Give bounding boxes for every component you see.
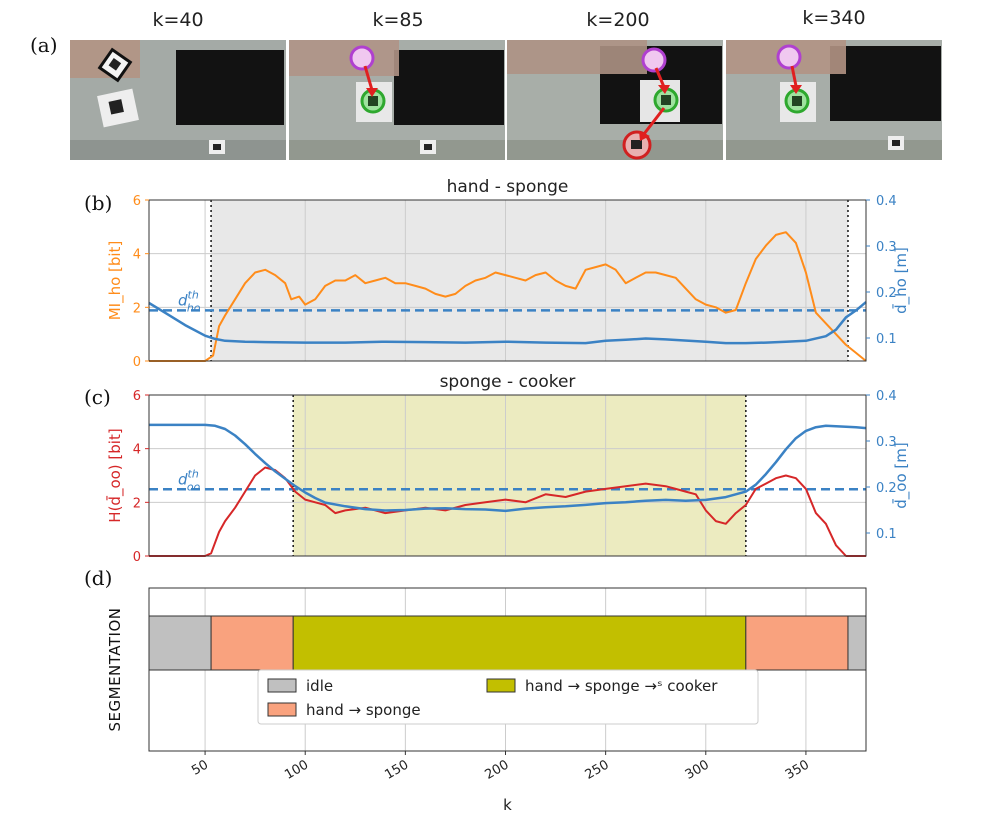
x-tick-label: 200 [482, 757, 511, 782]
sponge-cooker-chart: dth oo 0 2 4 6 0.1 0.2 0.3 0.4 sponge - cooker H(d̄… [105, 372, 911, 565]
legend-label-idle: idle [306, 677, 333, 695]
left-axis-series-line [149, 231, 867, 362]
legend-box [257, 669, 759, 725]
frame-label-k85: k=85 [372, 9, 423, 31]
panel-letter-b: (b) [84, 191, 112, 215]
right-tick-label: 0.3 [876, 435, 897, 450]
right-axis-series-line [149, 423, 867, 513]
right-tick-label: 0.1 [876, 332, 897, 347]
legend-label-hand-sponge-cooker: hand → sponge →ˢ cooker [525, 677, 718, 695]
left-tick-label: 0 [133, 550, 141, 565]
x-tick-label: 300 [683, 757, 712, 782]
right-axis-label: d̄_ho [m] [891, 247, 911, 314]
plot-frame [148, 587, 867, 752]
x-tick-label: 150 [382, 757, 411, 782]
threshold-label: dth oo [178, 467, 201, 493]
left-axis-label: MI_ho [bit] [106, 241, 125, 321]
legend-label-hand-sponge: hand → sponge [306, 701, 421, 719]
right-tick-label: 0.2 [876, 286, 897, 301]
left-tick-label: 4 [133, 248, 141, 263]
video-frame-k200 [507, 40, 723, 160]
video-frame-k40 [70, 40, 286, 160]
x-axis-label: k [503, 796, 512, 814]
left-tick-label: 2 [133, 496, 141, 511]
left-tick-label: 6 [133, 194, 141, 209]
left-tick-label: 0 [133, 355, 141, 370]
video-frame-k340 [726, 40, 942, 160]
right-tick-label: 0.4 [876, 389, 897, 404]
panel-title: sponge - cooker [440, 372, 576, 392]
x-tick-label: 100 [282, 757, 311, 782]
frame-label-k40: k=40 [152, 9, 203, 31]
panel-title: hand - sponge [447, 177, 569, 197]
panel-letter-a: (a) [30, 33, 58, 57]
frame-label-k200: k=200 [586, 9, 649, 31]
plot-frame [148, 394, 867, 557]
active-interval-shade [211, 200, 848, 361]
plot-frame [148, 199, 867, 362]
right-axis-series-line [148, 301, 867, 345]
video-frame-k85 [289, 40, 505, 160]
x-tick-label: 50 [189, 757, 211, 778]
hand-sponge-chart: dth ho 0 2 4 6 0.1 0.2 0.3 0.4 hand - sponge MI_ho … [106, 177, 911, 370]
left-tick-label: 2 [133, 301, 141, 316]
right-tick-label: 0.2 [876, 481, 897, 496]
left-axis-label: H(d̄_oo) [bit] [105, 428, 125, 522]
right-axis-label: d̄_oo [m] [891, 442, 911, 508]
right-tick-label: 0.4 [876, 194, 897, 209]
threshold-label: dth ho [178, 288, 201, 314]
panel-letter-d: (d) [84, 566, 112, 590]
segmentation-chart: SEGMENTATION idle hand → sponge hand → spon… [106, 587, 867, 814]
x-tick-label: 350 [783, 757, 812, 782]
right-tick-label: 0.3 [876, 240, 897, 255]
x-tick-label: 250 [583, 757, 612, 782]
legend-swatch-hand-sponge-cooker [486, 678, 516, 693]
legend-swatch-hand-sponge [267, 702, 297, 717]
segment-bar-hand-sponge [745, 615, 849, 671]
left-tick-label: 4 [133, 443, 141, 458]
segment-bar-idle [148, 615, 212, 671]
left-tick-label: 6 [133, 389, 141, 404]
active-interval-shade [293, 395, 746, 556]
right-tick-label: 0.1 [876, 527, 897, 542]
segment-bar-hand-sponge [210, 615, 294, 671]
panel-letter-c: (c) [84, 385, 111, 409]
frame-label-k340: k=340 [802, 7, 865, 29]
segmentation-axis-label: SEGMENTATION [106, 608, 124, 732]
segment-bar-hand-sponge-cooker [292, 615, 747, 671]
segment-bar-idle [847, 615, 867, 671]
legend-swatch-idle [267, 678, 297, 693]
